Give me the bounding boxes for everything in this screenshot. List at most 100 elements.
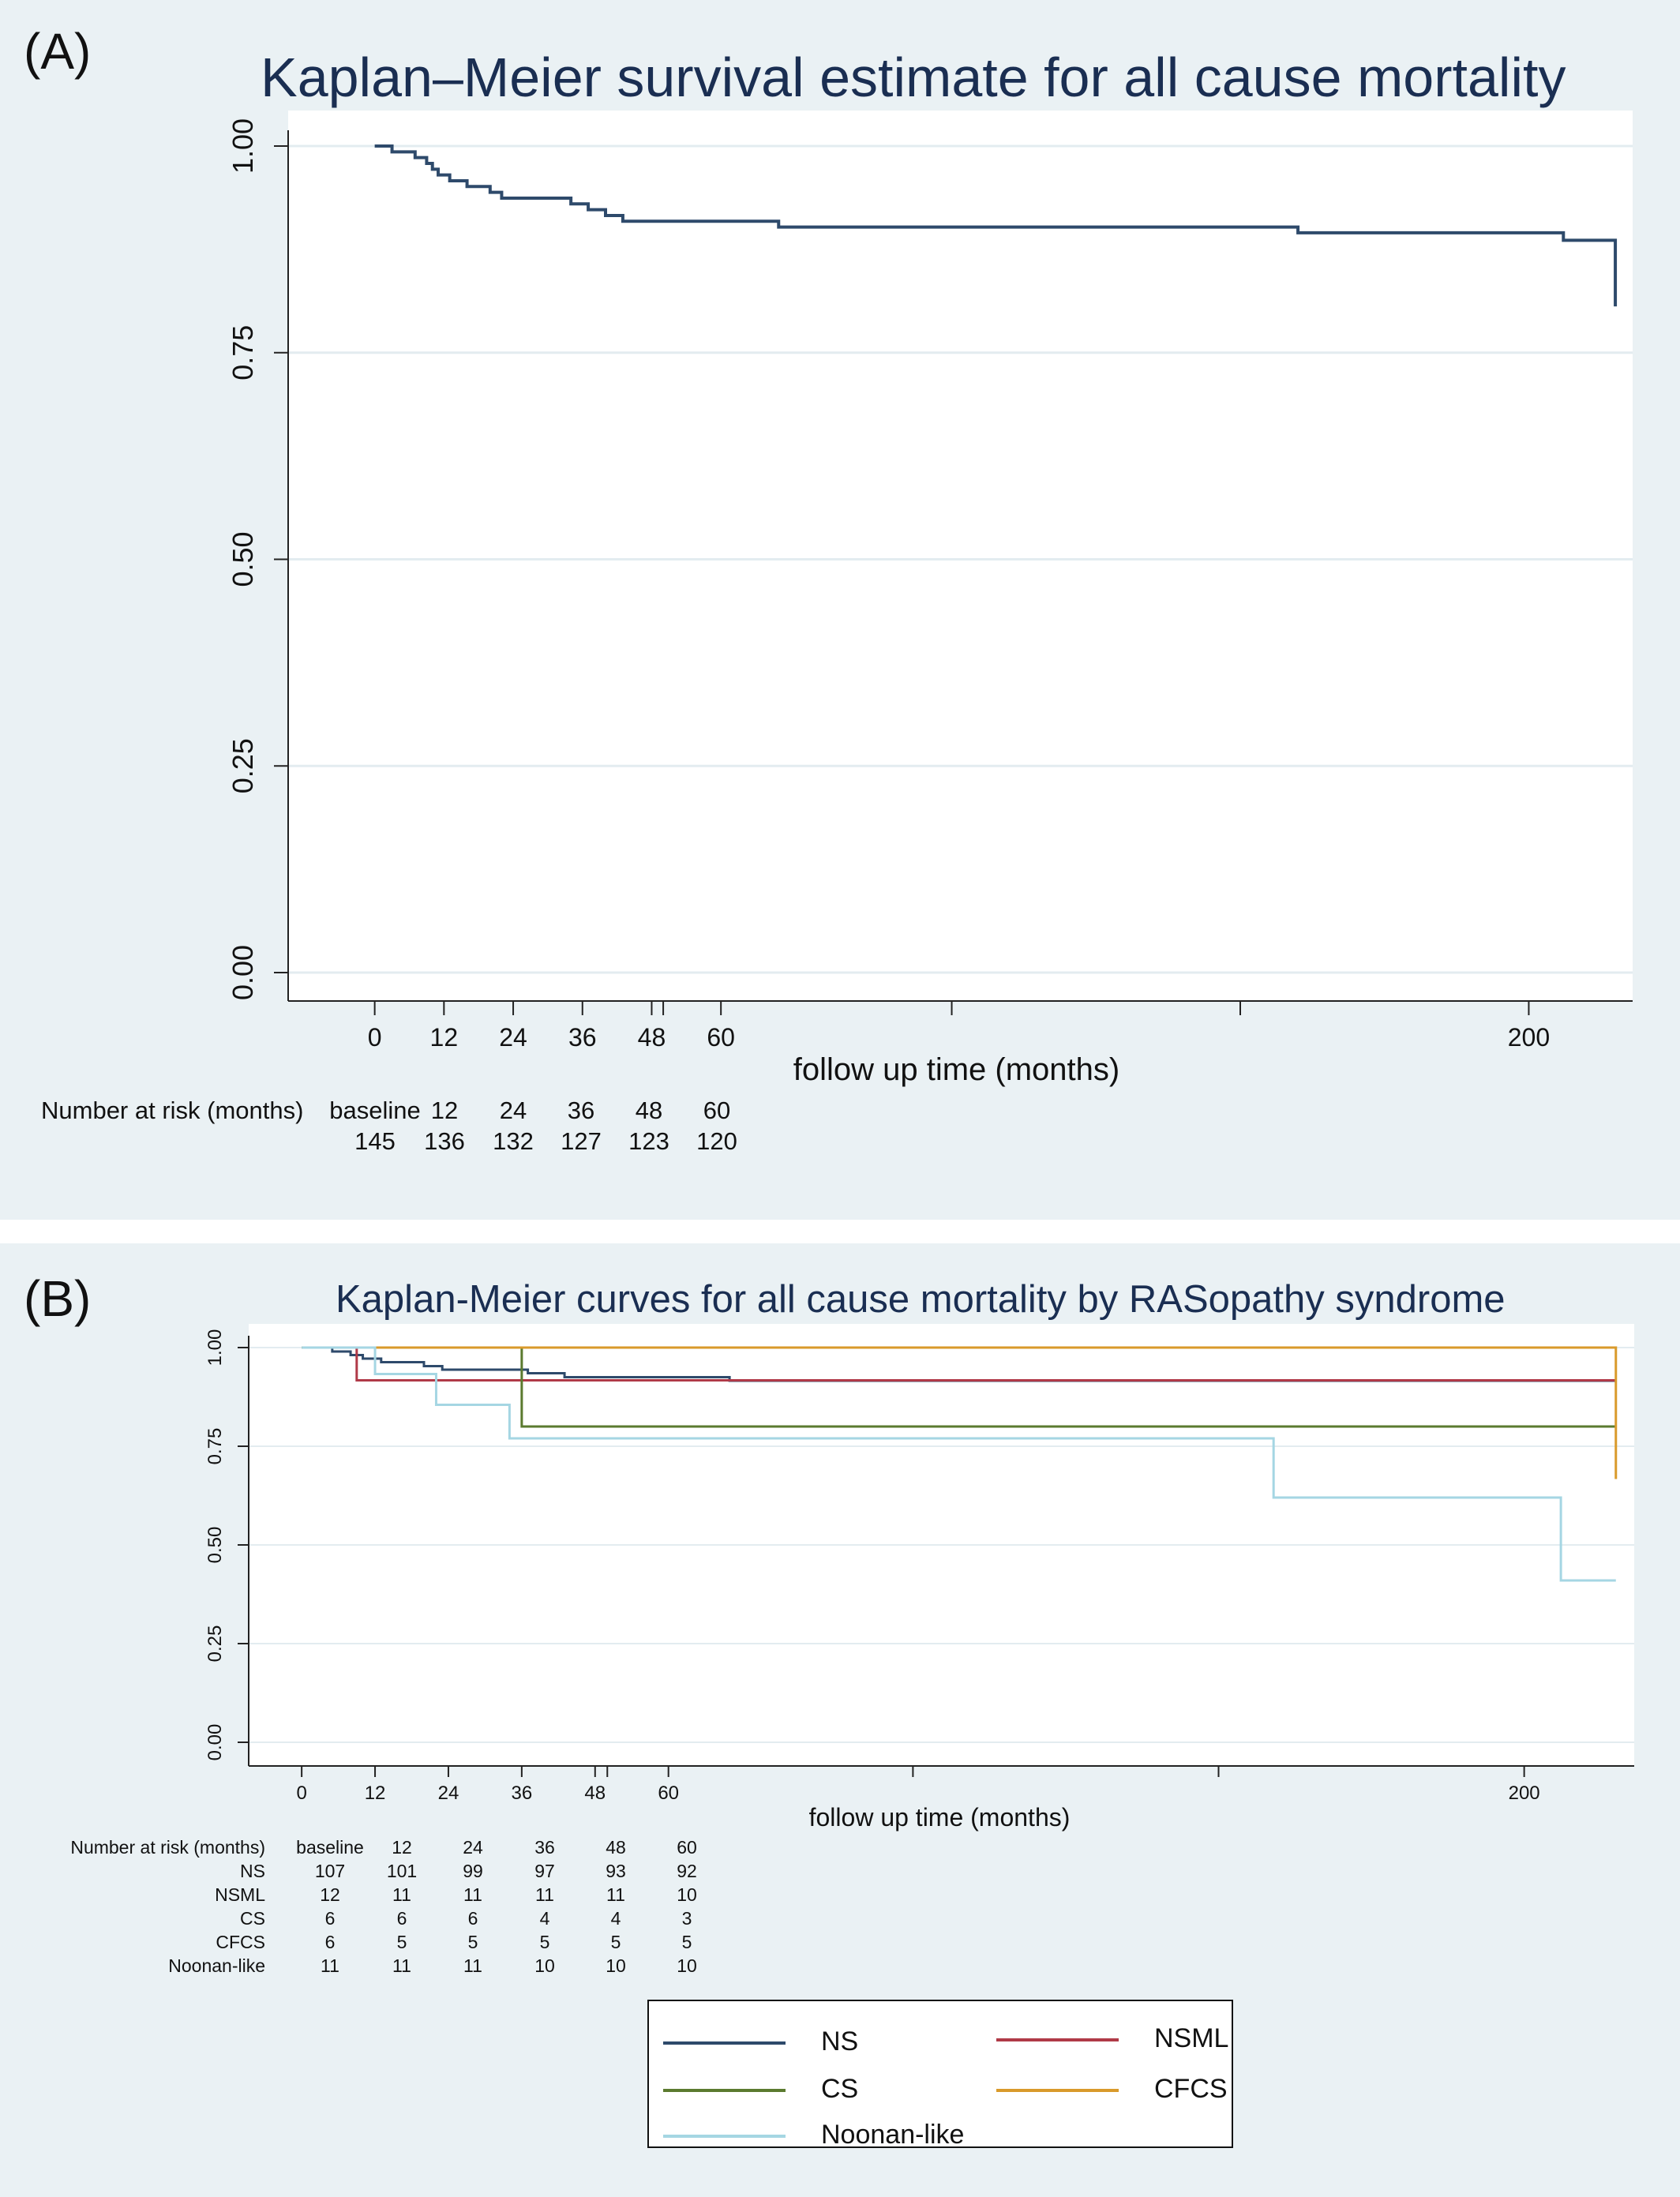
panel-b-y-tick-label-1: 0.25 xyxy=(204,1625,226,1663)
panel-b-x-tick-label-36: 36 xyxy=(512,1783,533,1804)
panel-a-risk-header-12: 12 xyxy=(431,1097,458,1124)
panel-b-risk-value-nsml-48: 11 xyxy=(606,1884,625,1905)
panel-a-y-tick-label-2: 0.50 xyxy=(227,531,259,587)
panel-b-risk-row-label-noonan-like: Noonan-like xyxy=(168,1955,265,1976)
panel-a-series-line-0 xyxy=(374,144,1618,307)
legend-swatch-ns xyxy=(663,2041,786,2045)
panel-b-risk-header-baseline: baseline xyxy=(296,1837,364,1858)
panel-a-risk-value-baseline: 145 xyxy=(354,1127,396,1155)
panel-b-y-tick-label-4: 1.00 xyxy=(204,1329,226,1367)
panel-a-x-tick-label-36: 36 xyxy=(568,1023,597,1052)
panel-a-risk-value-24: 132 xyxy=(493,1127,534,1155)
panel-b-risk-value-ns-60: 92 xyxy=(677,1861,697,1881)
legend-swatch-cs xyxy=(663,2089,786,2092)
panel-b-risk-value-cs-baseline: 6 xyxy=(325,1908,336,1929)
panel-a-risk-header-48: 48 xyxy=(636,1097,662,1124)
panel-a-label: (A) xyxy=(24,23,92,80)
legend-swatch-cfcs xyxy=(996,2089,1119,2092)
panel-a-y-tick-label-3: 0.75 xyxy=(227,325,259,381)
panel-a-risk-value-12: 136 xyxy=(424,1127,465,1155)
panel-b-risk-value-cs-24: 6 xyxy=(468,1908,478,1929)
legend-label-noonan-like: Noonan-like xyxy=(821,2120,965,2150)
panel-b-risk-value-nsml-24: 11 xyxy=(463,1884,482,1905)
panel-b-label: (B) xyxy=(24,1270,92,1327)
panel-b-x-tick-label-0: 0 xyxy=(296,1783,306,1804)
panel-b-series-line-ns xyxy=(302,1346,1616,1382)
panel-a-x-tick-label-0: 0 xyxy=(368,1023,382,1052)
panel-a-y-tick-label-4: 1.00 xyxy=(227,118,259,174)
panel-b-risk-value-cfcs-60: 5 xyxy=(682,1932,692,1952)
panel-a-x-axis-title: follow up time (months) xyxy=(793,1052,1119,1087)
panel-b-risk-value-nsml-60: 10 xyxy=(677,1884,697,1905)
legend-swatch-nsml xyxy=(996,2038,1119,2041)
panel-b-risk-value-cfcs-36: 5 xyxy=(540,1932,550,1952)
panel-b-series-line-nsml xyxy=(302,1346,1616,1382)
panel-a-x-tick-label-60: 60 xyxy=(707,1023,735,1052)
panel-a-y-tick-label-1: 0.25 xyxy=(227,738,259,793)
panel-b-risk-value-cs-12: 6 xyxy=(397,1908,407,1929)
panel-b-risk-table-label: Number at risk (months) xyxy=(70,1837,265,1858)
panel-b-risk-row-label-cs: CS xyxy=(240,1908,265,1929)
panel-b-risk-value-cs-48: 4 xyxy=(611,1908,621,1929)
panel-b-risk-value-noonan-like-60: 10 xyxy=(677,1955,697,1976)
panel-b-risk-value-ns-12: 101 xyxy=(387,1861,417,1881)
panel-b-risk-value-cfcs-baseline: 6 xyxy=(325,1932,336,1952)
panel-b-y-tick-label-0: 0.00 xyxy=(204,1724,226,1761)
panel-b-legend: NS NSML CS CFCS Noonan-like xyxy=(647,2000,1233,2150)
panel-b-risk-value-nsml-baseline: 12 xyxy=(320,1884,340,1905)
panel-b-risk-value-cs-60: 3 xyxy=(682,1908,692,1929)
panel-a-plot-area xyxy=(288,111,1633,1001)
panel-a-x-tick-label-24: 24 xyxy=(499,1023,527,1052)
panel-b-x-tick-label-200: 200 xyxy=(1509,1783,1540,1804)
panel-b-risk-header-36: 36 xyxy=(534,1837,555,1858)
legend-label-cfcs: CFCS xyxy=(1154,2074,1228,2104)
panel-a-risk-value-60: 120 xyxy=(696,1127,737,1155)
panel-a-x-tick-label-200: 200 xyxy=(1508,1023,1550,1052)
panel-b-risk-value-noonan-like-baseline: 11 xyxy=(321,1955,339,1976)
panel-b-risk-value-noonan-like-12: 11 xyxy=(392,1955,411,1976)
panel-b-risk-value-cfcs-12: 5 xyxy=(397,1932,407,1952)
panel-b-risk-row-label-cfcs: CFCS xyxy=(216,1932,265,1952)
panel-a-risk-table-label: Number at risk (months) xyxy=(41,1097,303,1124)
legend-label-ns: NS xyxy=(821,2026,859,2056)
panel-b-risk-value-nsml-36: 11 xyxy=(535,1884,554,1905)
panel-a-risk-header-baseline: baseline xyxy=(329,1097,420,1124)
panel-a-risk-header-60: 60 xyxy=(703,1097,730,1124)
panel-a-risk-header-36: 36 xyxy=(568,1097,594,1124)
panel-b-x-tick-label-24: 24 xyxy=(438,1783,459,1804)
panel-b-risk-row-label-ns: NS xyxy=(240,1861,265,1881)
legend-label-cs: CS xyxy=(821,2074,859,2104)
panel-b-series-line-cs xyxy=(302,1346,1616,1428)
panel-a-x-tick-label-12: 12 xyxy=(430,1023,459,1052)
panel-b-x-axis-title: follow up time (months) xyxy=(809,1803,1071,1831)
panel-a-risk-header-24: 24 xyxy=(500,1097,527,1124)
panel-b-risk-header-24: 24 xyxy=(463,1837,483,1858)
panel-b-risk-value-ns-48: 93 xyxy=(606,1861,626,1881)
panel-b-title: Kaplan-Meier curves for all cause mortal… xyxy=(336,1278,1506,1321)
panel-a-title: Kaplan–Meier survival estimate for all c… xyxy=(261,47,1566,108)
panel-a-risk-value-48: 123 xyxy=(628,1127,669,1155)
panel-a-risk-value-36: 127 xyxy=(561,1127,602,1155)
panel-b-risk-value-cfcs-48: 5 xyxy=(611,1932,621,1952)
panel-b-x-tick-label-60: 60 xyxy=(658,1783,679,1804)
panel-b-series-line-noonan-like xyxy=(302,1346,1616,1582)
panel-b-risk-value-nsml-12: 11 xyxy=(392,1884,411,1905)
panel-b-x-tick-label-48: 48 xyxy=(584,1783,606,1804)
legend-swatch-noonan-like xyxy=(663,2135,786,2138)
panel-b-risk-row-label-nsml: NSML xyxy=(215,1884,265,1905)
panel-b-series-line-cfcs xyxy=(302,1346,1618,1479)
panel-b-y-tick-label-2: 0.50 xyxy=(204,1527,226,1564)
panel-b-risk-value-ns-baseline: 107 xyxy=(315,1861,345,1881)
legend-label-nsml: NSML xyxy=(1154,2023,1229,2053)
panel-b-risk-value-noonan-like-24: 11 xyxy=(463,1955,482,1976)
panel-a-x-tick-label-48: 48 xyxy=(638,1023,666,1052)
panel-b-risk-value-ns-36: 97 xyxy=(534,1861,555,1881)
panel-b-risk-value-cs-36: 4 xyxy=(540,1908,550,1929)
panel-b-risk-header-12: 12 xyxy=(392,1837,412,1858)
panel-b-risk-header-48: 48 xyxy=(606,1837,626,1858)
panel-b-y-tick-label-3: 0.75 xyxy=(204,1428,226,1465)
panel-b-risk-value-cfcs-24: 5 xyxy=(468,1932,478,1952)
panel-b-risk-header-60: 60 xyxy=(677,1837,697,1858)
panel-b-risk-value-noonan-like-48: 10 xyxy=(606,1955,626,1976)
